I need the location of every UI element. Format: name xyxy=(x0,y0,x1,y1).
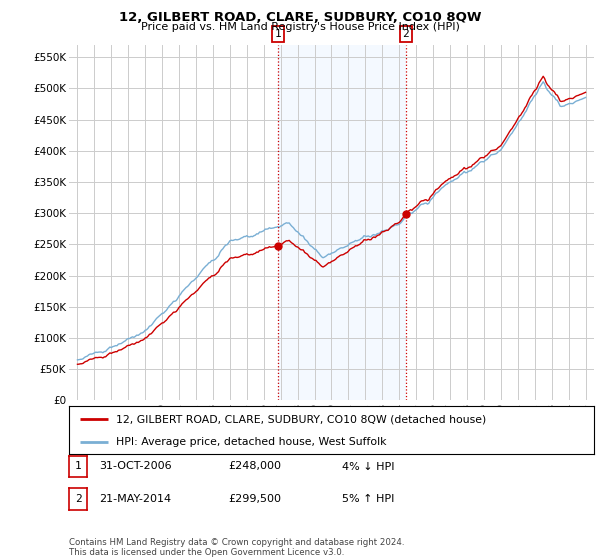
Text: 12, GILBERT ROAD, CLARE, SUDBURY, CO10 8QW (detached house): 12, GILBERT ROAD, CLARE, SUDBURY, CO10 8… xyxy=(116,414,487,424)
Text: 1: 1 xyxy=(74,461,82,472)
Text: HPI: Average price, detached house, West Suffolk: HPI: Average price, detached house, West… xyxy=(116,437,387,447)
Text: Price paid vs. HM Land Registry's House Price Index (HPI): Price paid vs. HM Land Registry's House … xyxy=(140,22,460,32)
Text: 1: 1 xyxy=(274,29,281,39)
Text: 5% ↑ HPI: 5% ↑ HPI xyxy=(342,494,394,504)
Text: 12, GILBERT ROAD, CLARE, SUDBURY, CO10 8QW: 12, GILBERT ROAD, CLARE, SUDBURY, CO10 8… xyxy=(119,11,481,24)
Bar xyxy=(278,45,406,400)
Text: £299,500: £299,500 xyxy=(228,494,281,504)
Text: £248,000: £248,000 xyxy=(228,461,281,472)
Text: 31-OCT-2006: 31-OCT-2006 xyxy=(99,461,172,472)
Text: 2: 2 xyxy=(74,494,82,504)
Text: 4% ↓ HPI: 4% ↓ HPI xyxy=(342,461,395,472)
Text: 2: 2 xyxy=(403,29,409,39)
Text: Contains HM Land Registry data © Crown copyright and database right 2024.
This d: Contains HM Land Registry data © Crown c… xyxy=(69,538,404,557)
Text: 21-MAY-2014: 21-MAY-2014 xyxy=(99,494,171,504)
